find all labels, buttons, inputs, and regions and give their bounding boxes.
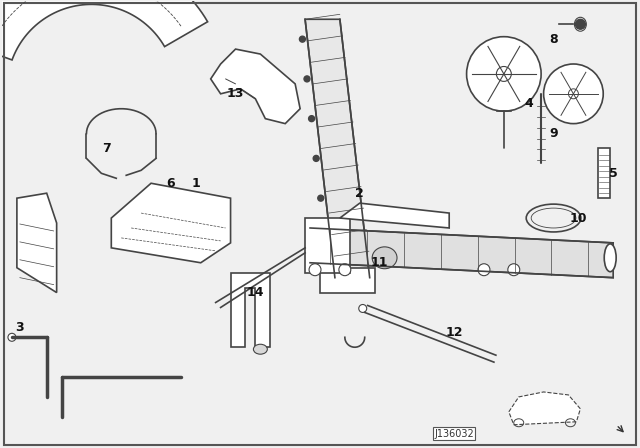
Polygon shape	[598, 148, 610, 198]
Text: 1: 1	[191, 177, 200, 190]
Polygon shape	[305, 19, 370, 278]
Ellipse shape	[8, 333, 16, 341]
Ellipse shape	[372, 247, 397, 269]
Circle shape	[318, 195, 324, 201]
Text: J136032: J136032	[435, 429, 474, 439]
Ellipse shape	[478, 264, 490, 276]
Polygon shape	[111, 183, 230, 263]
Polygon shape	[509, 392, 580, 425]
Ellipse shape	[309, 264, 321, 276]
Text: 14: 14	[246, 286, 264, 299]
Ellipse shape	[508, 264, 520, 276]
Text: 8: 8	[549, 33, 558, 46]
Polygon shape	[0, 0, 207, 60]
Ellipse shape	[339, 264, 351, 276]
Text: 11: 11	[371, 256, 388, 269]
Text: 4: 4	[524, 97, 533, 110]
Polygon shape	[305, 218, 350, 273]
Text: 7: 7	[102, 142, 111, 155]
Ellipse shape	[359, 305, 367, 312]
Text: 12: 12	[445, 326, 463, 339]
Ellipse shape	[543, 64, 604, 124]
Circle shape	[304, 76, 310, 82]
Circle shape	[323, 235, 328, 241]
Circle shape	[313, 155, 319, 161]
Circle shape	[300, 36, 305, 42]
Ellipse shape	[604, 244, 616, 271]
Ellipse shape	[467, 37, 541, 111]
Text: 3: 3	[15, 321, 24, 334]
Text: 10: 10	[570, 211, 587, 224]
Polygon shape	[230, 273, 270, 347]
Text: 6: 6	[166, 177, 175, 190]
Ellipse shape	[253, 344, 268, 354]
Circle shape	[308, 116, 315, 122]
Polygon shape	[211, 49, 300, 124]
Text: 9: 9	[549, 127, 558, 140]
Polygon shape	[310, 228, 613, 278]
Polygon shape	[320, 268, 374, 293]
Text: 13: 13	[227, 87, 244, 100]
Text: 5: 5	[609, 167, 618, 180]
Ellipse shape	[575, 17, 586, 31]
Polygon shape	[17, 193, 57, 293]
Polygon shape	[340, 203, 449, 228]
Text: 2: 2	[355, 187, 364, 200]
Circle shape	[575, 19, 586, 29]
